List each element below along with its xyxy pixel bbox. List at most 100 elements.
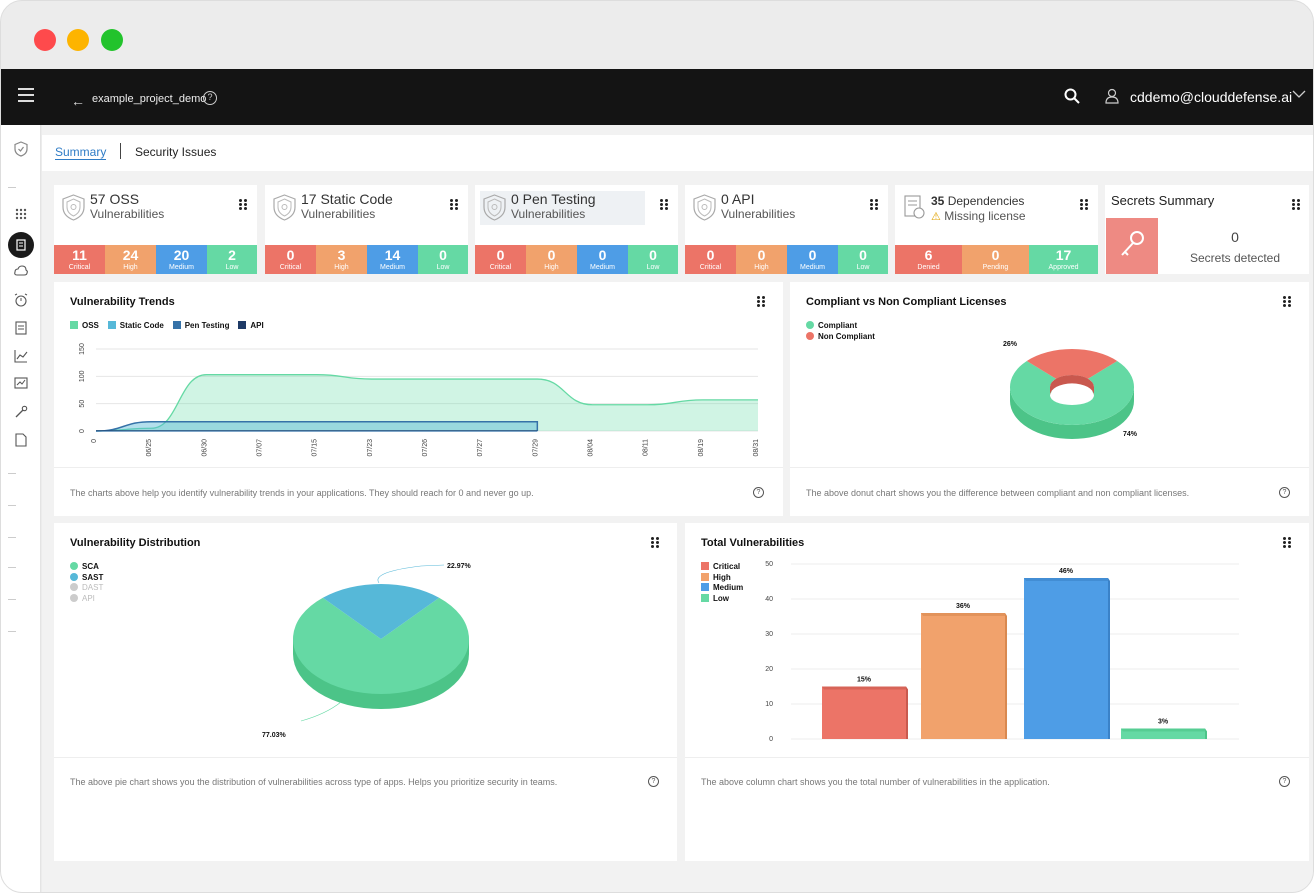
severity-count[interactable]: 3 High bbox=[316, 245, 367, 274]
legend-item[interactable]: DAST bbox=[70, 583, 103, 594]
severity-count[interactable]: 0 Low bbox=[838, 245, 888, 274]
y-tick-label: 40 bbox=[765, 596, 773, 603]
help-icon[interactable]: ? bbox=[1279, 487, 1290, 498]
help-icon[interactable]: ? bbox=[753, 487, 764, 498]
data-label: 74% bbox=[1123, 431, 1138, 438]
donut-hole bbox=[1050, 385, 1094, 405]
legend-item[interactable]: Static Code bbox=[107, 321, 164, 330]
legend-item[interactable]: Critical bbox=[701, 562, 743, 573]
y-tick-label: 0 bbox=[769, 736, 773, 743]
panel-title: Vulnerability Trends bbox=[70, 296, 175, 308]
top-bar: ← example_project_demo ? cddemo@clouddef… bbox=[1, 69, 1313, 125]
panel-title: Compliant vs Non Compliant Licenses bbox=[806, 296, 1007, 308]
trends-chart: 0 50 100 150 0 06/25 06/30 07/07 07/15 07/23 07/26… bbox=[79, 343, 760, 457]
legend-item[interactable]: High bbox=[701, 572, 743, 584]
drag-handle-icon[interactable] bbox=[239, 199, 247, 211]
analytics-icon[interactable] bbox=[1, 377, 41, 392]
chevron-down-icon[interactable] bbox=[1292, 89, 1306, 99]
minimize-window-button[interactable] bbox=[67, 29, 89, 51]
drag-handle-icon[interactable] bbox=[870, 199, 878, 211]
drag-handle-icon[interactable] bbox=[651, 537, 659, 549]
cloud-icon[interactable] bbox=[1, 265, 41, 280]
severity-count[interactable]: 0 Critical bbox=[685, 245, 736, 274]
dashboard-icon[interactable] bbox=[1, 208, 41, 223]
x-tick-label: 06/25 bbox=[146, 439, 153, 457]
legend-item[interactable]: API bbox=[70, 593, 103, 605]
severity-count[interactable]: 2 Low bbox=[207, 245, 257, 274]
warning-icon: ⚠ bbox=[931, 211, 941, 223]
drag-handle-icon[interactable] bbox=[1283, 537, 1291, 549]
severity-count[interactable]: 0 Critical bbox=[475, 245, 526, 274]
missing-license-label: Missing license bbox=[944, 209, 1026, 223]
legend-item[interactable]: SCA bbox=[70, 562, 103, 573]
panel-footer: The above column chart shows you the tot… bbox=[701, 777, 1050, 787]
chart-icon[interactable] bbox=[1, 349, 41, 366]
user-email[interactable]: cddemo@clouddefense.ai bbox=[1130, 89, 1293, 105]
tab-bar: Summary Security Issues bbox=[42, 135, 1313, 171]
legend-item[interactable]: SAST bbox=[70, 572, 103, 584]
legend-item[interactable]: API bbox=[238, 321, 264, 330]
severity-count[interactable]: 11 Critical bbox=[54, 245, 105, 274]
bar-top bbox=[921, 613, 1007, 616]
maximize-window-button[interactable] bbox=[101, 29, 123, 51]
legend-item[interactable]: OSS bbox=[70, 321, 99, 330]
help-icon[interactable]: ? bbox=[203, 91, 217, 105]
distribution-legend: SCA SAST DAST API bbox=[70, 562, 103, 604]
severity-count[interactable]: 0 High bbox=[526, 245, 577, 274]
leader-line bbox=[300, 701, 342, 722]
legend-item[interactable]: Pen Testing bbox=[172, 321, 229, 330]
drag-handle-icon[interactable] bbox=[450, 199, 458, 211]
severity-count[interactable]: 0 Medium bbox=[787, 245, 838, 274]
menu-icon[interactable] bbox=[18, 88, 34, 104]
denied-count[interactable]: 6 Denied bbox=[895, 245, 962, 274]
approved-count[interactable]: 17 Approved bbox=[1029, 245, 1098, 274]
secrets-card[interactable]: Secrets Summary 0 Secrets detected bbox=[1105, 185, 1309, 274]
drag-handle-icon[interactable] bbox=[1283, 296, 1291, 308]
severity-count[interactable]: 24 High bbox=[105, 245, 156, 274]
alarm-icon[interactable] bbox=[1, 293, 41, 310]
back-arrow-icon[interactable]: ← bbox=[71, 93, 85, 109]
search-icon[interactable] bbox=[1064, 88, 1080, 104]
dependencies-label: Dependencies bbox=[947, 194, 1025, 208]
file-icon[interactable] bbox=[1, 433, 41, 450]
total-bar-chart: 0 10 20 30 40 50 15% 36% 46% 3% bbox=[765, 561, 1239, 743]
severity-count[interactable]: 0 High bbox=[736, 245, 787, 274]
panel-title: Vulnerability Distribution bbox=[70, 537, 201, 549]
dependencies-card[interactable]: 35 Dependencies ⚠ Missing license 6 Denie… bbox=[895, 185, 1098, 274]
wrench-icon[interactable] bbox=[1, 405, 41, 422]
legend-item[interactable]: Low bbox=[701, 593, 743, 605]
vulnerability-card[interactable]: 0 API Vulnerabilities 0 Critical 0 High 0 Mediu… bbox=[685, 185, 888, 274]
help-icon[interactable]: ? bbox=[1279, 776, 1290, 787]
severity-count[interactable]: 0 Low bbox=[628, 245, 678, 274]
x-tick-label: 07/23 bbox=[367, 439, 374, 457]
legend-item[interactable]: Non Compliant bbox=[806, 331, 875, 343]
legend-item[interactable]: Medium bbox=[701, 583, 743, 594]
help-icon[interactable]: ? bbox=[648, 776, 659, 787]
vulnerability-card[interactable]: 0 Pen Testing Vulnerabilities 0 Critical 0 Hi… bbox=[475, 185, 678, 274]
vulnerability-card[interactable]: 57 OSS Vulnerabilities 11 Critical 24 High 20 M… bbox=[54, 185, 257, 274]
pending-count[interactable]: 0 Pending bbox=[962, 245, 1029, 274]
shield-icon bbox=[483, 194, 506, 221]
project-name[interactable]: example_project_demo bbox=[92, 93, 207, 105]
shield-nav-icon[interactable] bbox=[1, 141, 41, 160]
series-area-static-code bbox=[96, 421, 538, 431]
drag-handle-icon[interactable] bbox=[757, 296, 765, 308]
shield-icon bbox=[62, 194, 85, 221]
drag-handle-icon[interactable] bbox=[660, 199, 668, 211]
close-window-button[interactable] bbox=[34, 29, 56, 51]
document-icon[interactable] bbox=[1, 232, 41, 261]
severity-count[interactable]: 14 Medium bbox=[367, 245, 418, 274]
severity-count[interactable]: 0 Critical bbox=[265, 245, 316, 274]
severity-count[interactable]: 20 Medium bbox=[156, 245, 207, 274]
bar-side bbox=[1005, 613, 1007, 739]
tab-security-issues[interactable]: Security Issues bbox=[135, 145, 217, 159]
panel-title: Total Vulnerabilities bbox=[701, 537, 805, 549]
vulnerability-card[interactable]: 17 Static Code Vulnerabilities 0 Critical 3 H… bbox=[265, 185, 468, 274]
drag-handle-icon[interactable] bbox=[1080, 199, 1088, 211]
severity-count[interactable]: 0 Low bbox=[418, 245, 468, 274]
drag-handle-icon[interactable] bbox=[1292, 199, 1300, 211]
tab-summary[interactable]: Summary bbox=[55, 145, 107, 160]
severity-count[interactable]: 0 Medium bbox=[577, 245, 628, 274]
report-icon[interactable] bbox=[1, 321, 41, 338]
legend-item[interactable]: Compliant bbox=[806, 321, 875, 332]
